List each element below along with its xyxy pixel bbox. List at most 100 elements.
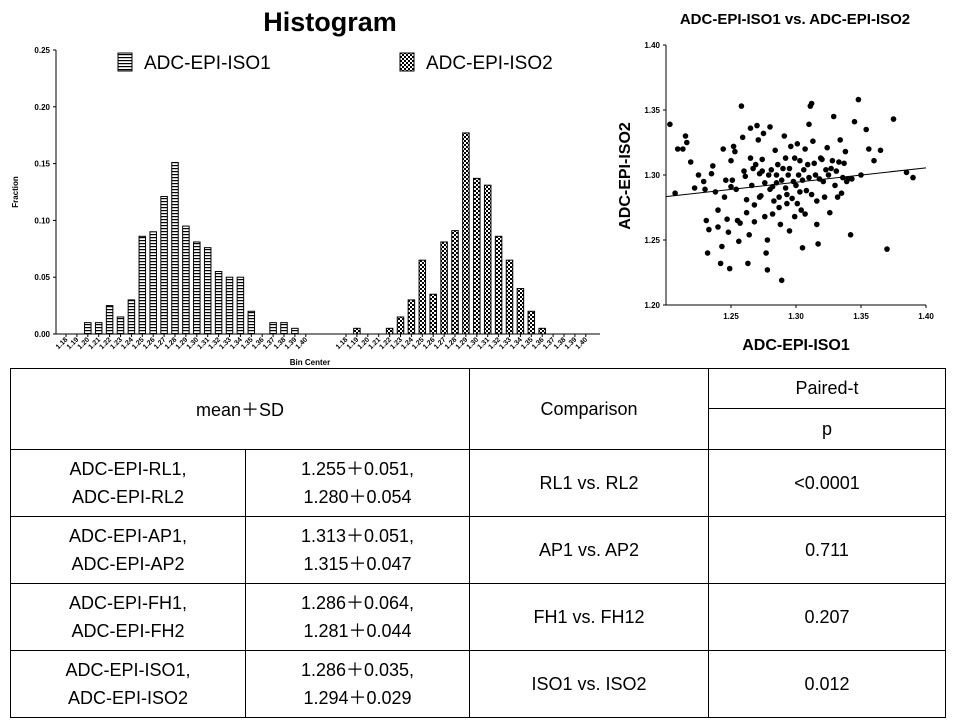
scatter-x-tick-label: 1.25 xyxy=(723,312,739,321)
scatter-point xyxy=(830,113,837,120)
scatter-point xyxy=(794,141,801,147)
row-names: ADC-EPI-RL1, ADC-EPI-RL2 xyxy=(10,449,246,517)
histogram-y-axis: 0.00 0.05 0.10 0.15 0.20 0.25 xyxy=(34,46,600,339)
scatter-point xyxy=(723,177,729,183)
row-name-2: ADC-EPI-FH2 xyxy=(71,621,185,641)
row-value-2: 1.281＋0.044 xyxy=(303,621,412,641)
scatter-point xyxy=(778,277,785,284)
scatter-y-tick-label: 1.35 xyxy=(644,106,660,115)
scatter-point xyxy=(798,207,804,213)
scatter-point xyxy=(808,191,815,198)
scatter-point xyxy=(797,157,803,164)
row-value-2: 1.294＋0.029 xyxy=(303,688,412,708)
scatter-point xyxy=(806,121,812,128)
scatter-point xyxy=(717,260,724,267)
histogram-y-tick-label: 0.20 xyxy=(34,103,50,112)
scatter-point xyxy=(802,211,808,217)
scatter-point xyxy=(815,241,821,247)
scatter-point xyxy=(703,217,710,224)
scatter-axes: 1.20 1.25 1.30 1.35 1.40 1.25 1.30 1.35 1.40 xyxy=(644,41,934,321)
row-names: ADC-EPI-ISO1, ADC-EPI-ISO2 xyxy=(10,650,246,718)
histogram-bar xyxy=(291,327,299,335)
histogram-bar xyxy=(182,225,190,335)
scatter-point xyxy=(715,224,721,230)
table-row: ADC-EPI-FH1, ADC-EPI-FH2 1.286＋0.064, 1.28… xyxy=(10,583,946,651)
scatter-point xyxy=(786,228,793,234)
scatter-point xyxy=(762,213,768,220)
histogram-x-tick-label: 1.40 xyxy=(575,336,590,351)
scatter-point xyxy=(877,147,884,154)
header-mean-sd: mean＋SD xyxy=(10,368,470,450)
row-p-value: <0.0001 xyxy=(708,449,946,517)
row-comparison: RL1 vs. RL2 xyxy=(469,449,709,517)
scatter-point xyxy=(751,219,758,225)
scatter-point xyxy=(743,196,750,203)
scatter-chart: ADC-EPI-ISO1 vs. ADC-EPI-ISO2 1.201.251.… xyxy=(617,11,934,354)
histogram-bar xyxy=(527,310,536,335)
scatter-point xyxy=(801,167,807,173)
scatter-point xyxy=(700,178,707,185)
scatter-point xyxy=(745,260,751,267)
scatter-point xyxy=(747,125,754,131)
scatter-point xyxy=(847,232,854,238)
scatter-point xyxy=(691,185,698,191)
scatter-point xyxy=(863,126,869,133)
histogram-bar xyxy=(494,235,503,335)
scatter-point xyxy=(827,209,833,216)
histogram-bar xyxy=(538,327,546,335)
scatter-point xyxy=(810,138,816,144)
row-p-value: 0.207 xyxy=(708,583,946,651)
scatter-point xyxy=(737,220,743,226)
scatter-point xyxy=(702,186,708,193)
scatter-point xyxy=(799,245,806,251)
scatter-point xyxy=(724,216,730,222)
scatter-point xyxy=(732,148,738,155)
scatter-point xyxy=(855,96,862,103)
scatter-point xyxy=(836,159,842,165)
scatter-point xyxy=(741,168,747,174)
scatter-point xyxy=(719,243,725,250)
scatter-point xyxy=(802,146,808,152)
scatter-point xyxy=(820,178,827,185)
row-comparison: AP1 vs. AP2 xyxy=(469,516,709,584)
scatter-point xyxy=(667,121,673,128)
scatter-point xyxy=(803,187,810,194)
scatter-point xyxy=(682,133,689,139)
scatter-point xyxy=(758,193,764,199)
scatter-point xyxy=(814,198,820,204)
scatter-point xyxy=(786,165,793,172)
scatter-point xyxy=(725,229,732,235)
histogram-bar xyxy=(225,276,234,335)
row-values: 1.286＋0.035, 1.294＋0.029 xyxy=(245,650,470,718)
scatter-point xyxy=(764,237,771,243)
histogram-bar xyxy=(385,327,394,335)
scatter-point xyxy=(706,226,712,233)
row-name-1: ADC-EPI-RL1, xyxy=(69,459,187,479)
scatter-point xyxy=(729,177,736,183)
scatter-point xyxy=(784,200,790,207)
scatter-point xyxy=(755,137,762,143)
scatter-point xyxy=(728,157,734,164)
histogram-bar xyxy=(407,299,416,335)
histogram-bar xyxy=(280,322,288,335)
histogram-x-tick-label: 1.40 xyxy=(295,336,310,351)
scatter-point xyxy=(720,146,726,152)
histogram-bar xyxy=(193,241,201,335)
histogram-bar xyxy=(505,259,514,335)
histogram-bar xyxy=(396,316,405,335)
row-comparison: ISO1 vs. ISO2 xyxy=(469,650,709,718)
scatter-point xyxy=(752,161,759,168)
scatter-point xyxy=(712,189,719,195)
scatter-point xyxy=(708,170,715,177)
scatter-point xyxy=(811,160,817,167)
histogram-bar xyxy=(353,327,361,335)
scatter-point xyxy=(781,133,788,139)
histogram-bar xyxy=(94,322,103,335)
histogram-bar xyxy=(116,316,125,335)
scatter-point xyxy=(776,194,782,200)
scatter-point xyxy=(767,124,773,130)
legend-swatch-iso2 xyxy=(399,52,415,72)
scatter-point xyxy=(851,118,858,125)
scatter-point xyxy=(780,165,786,172)
row-value-2: 1.280＋0.054 xyxy=(303,487,412,507)
